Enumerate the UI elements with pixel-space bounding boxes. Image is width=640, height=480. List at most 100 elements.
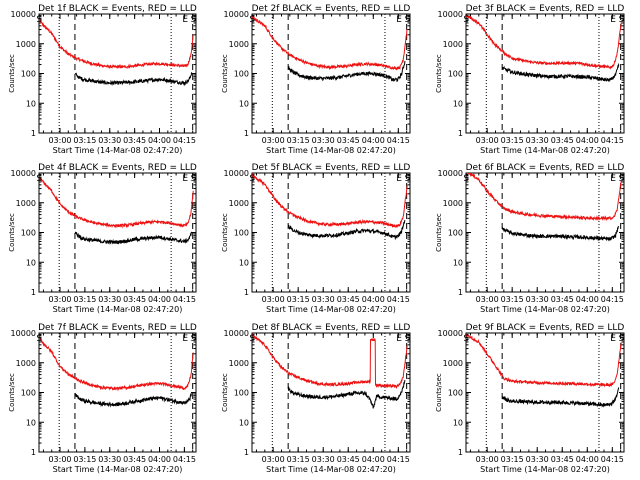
x-tick-label: 03:15 [287, 295, 310, 304]
y-tick-label: 1 [31, 448, 36, 457]
x-axis-label: Start Time (14-Mar-08 02:47:20) [266, 146, 396, 155]
y-tick-label: 10000 [224, 169, 249, 178]
x-tick-label: 04:00 [148, 136, 171, 145]
y-tick-label: 1000 [443, 199, 463, 208]
x-axis-label: Start Time (14-Mar-08 02:47:20) [480, 305, 610, 314]
y-tick-label: 10000 [438, 10, 463, 19]
reference-lines [485, 14, 622, 133]
chart-title: Det 4f BLACK = Events, RED = LLD [38, 163, 197, 173]
segment-marker-s: S [249, 334, 255, 344]
y-axis-label: Counts/sec [8, 54, 16, 93]
x-tick-label: 03:30 [312, 136, 335, 145]
series-line-events [501, 387, 620, 408]
x-tick-label: 04:00 [362, 136, 385, 145]
segment-marker-s: S [191, 15, 197, 25]
reference-lines [58, 333, 194, 452]
y-axis-label: Counts/sec [8, 213, 16, 252]
series-line-lld [252, 15, 408, 71]
x-tick-label: 03:15 [73, 136, 96, 145]
series-group [39, 337, 194, 408]
x-tick-label: 04:15 [387, 455, 410, 464]
segment-marker-s: S [249, 174, 255, 184]
plot-frame [251, 172, 411, 293]
series-line-lld [39, 337, 194, 392]
y-axis-label: Counts/sec [8, 373, 16, 412]
x-tick-label: 04:15 [173, 136, 196, 145]
plot-frame [38, 172, 197, 293]
chart-panel-1: Det 1f BLACK = Events, RED = LLD 1 10 100 10… [8, 4, 197, 155]
x-tick-label: 03:30 [526, 455, 549, 464]
y-tick-label: 10 [239, 418, 249, 427]
x-axis-label: Start Time (14-Mar-08 02:47:20) [53, 146, 183, 155]
series-line-events [288, 60, 406, 83]
x-tick-label: 03:00 [476, 455, 499, 464]
x-tick-label: 03:00 [262, 295, 285, 304]
segment-marker-s: S [463, 15, 469, 25]
x-axis-label: Start Time (14-Mar-08 02:47:20) [266, 465, 396, 474]
series-group [466, 14, 622, 83]
series-line-events [501, 62, 620, 83]
plot-frame [465, 13, 625, 134]
y-tick-label: 1 [458, 288, 463, 297]
y-axis-label: Counts/sec [435, 373, 443, 412]
x-tick-label: 03:45 [123, 136, 146, 145]
y-tick-label: 1 [31, 129, 36, 138]
y-tick-label: 1 [458, 129, 463, 138]
plot-frame [251, 13, 411, 134]
series-line-lld [466, 14, 622, 70]
y-tick-label: 10000 [438, 169, 463, 178]
y-tick-label: 100 [448, 70, 463, 79]
y-tick-label: 1 [244, 288, 249, 297]
y-tick-label: 10 [26, 258, 36, 267]
x-tick-label: 03:45 [551, 295, 574, 304]
chart-panel-3: Det 3f BLACK = Events, RED = LLD 1 10 100 10… [435, 4, 625, 155]
chart-panel-2: Det 2f BLACK = Events, RED = LLD 1 10 100 10… [221, 4, 411, 155]
series-line-events [74, 231, 192, 245]
segment-marker-s: S [619, 174, 625, 184]
y-tick-label: 10000 [11, 169, 36, 178]
series-group [39, 18, 194, 87]
reference-lines [58, 173, 194, 292]
x-tick-label: 04:00 [576, 136, 599, 145]
x-axis-label: Start Time (14-Mar-08 02:47:20) [480, 146, 610, 155]
segment-marker-s: S [405, 174, 411, 184]
segment-marker-s: S [405, 334, 411, 344]
x-tick-label: 04:00 [576, 455, 599, 464]
series-line-lld [252, 333, 408, 390]
x-tick-label: 03:15 [73, 455, 96, 464]
x-tick-label: 04:15 [601, 455, 624, 464]
y-tick-label: 1000 [229, 359, 249, 368]
segment-marker-e: E [610, 174, 616, 184]
y-axis-label: Counts/sec [221, 54, 229, 93]
reference-lines [271, 173, 408, 292]
y-tick-label: 1000 [16, 359, 36, 368]
x-tick-label: 03:45 [551, 455, 574, 464]
chart-title: Det 5f BLACK = Events, RED = LLD [252, 163, 411, 173]
x-tick-label: 03:00 [262, 136, 285, 145]
chart-title: Det 8f BLACK = Events, RED = LLD [252, 323, 411, 333]
series-group [252, 333, 408, 409]
x-tick-label: 04:15 [601, 295, 624, 304]
y-tick-label: 1000 [16, 199, 36, 208]
x-tick-label: 04:00 [362, 455, 385, 464]
reference-lines [58, 14, 194, 133]
series-group [39, 176, 194, 245]
x-tick-label: 03:30 [312, 295, 335, 304]
x-tick-label: 03:00 [48, 295, 71, 304]
y-axis-label: Counts/sec [435, 54, 443, 93]
x-tick-label: 03:45 [551, 136, 574, 145]
segment-marker-s: S [463, 334, 469, 344]
x-tick-label: 03:30 [98, 136, 121, 145]
y-tick-label: 1000 [229, 40, 249, 49]
series-line-lld [252, 173, 408, 229]
x-tick-label: 03:15 [501, 136, 524, 145]
y-tick-label: 1000 [443, 359, 463, 368]
x-tick-label: 04:15 [173, 455, 196, 464]
y-tick-label: 1000 [16, 40, 36, 49]
segment-marker-s: S [36, 174, 42, 184]
chart-panel-9: Det 9f BLACK = Events, RED = LLD 1 10 100 10… [435, 323, 625, 474]
y-axis-label: Counts/sec [435, 213, 443, 252]
segment-marker-s: S [619, 334, 625, 344]
y-tick-label: 1000 [229, 199, 249, 208]
